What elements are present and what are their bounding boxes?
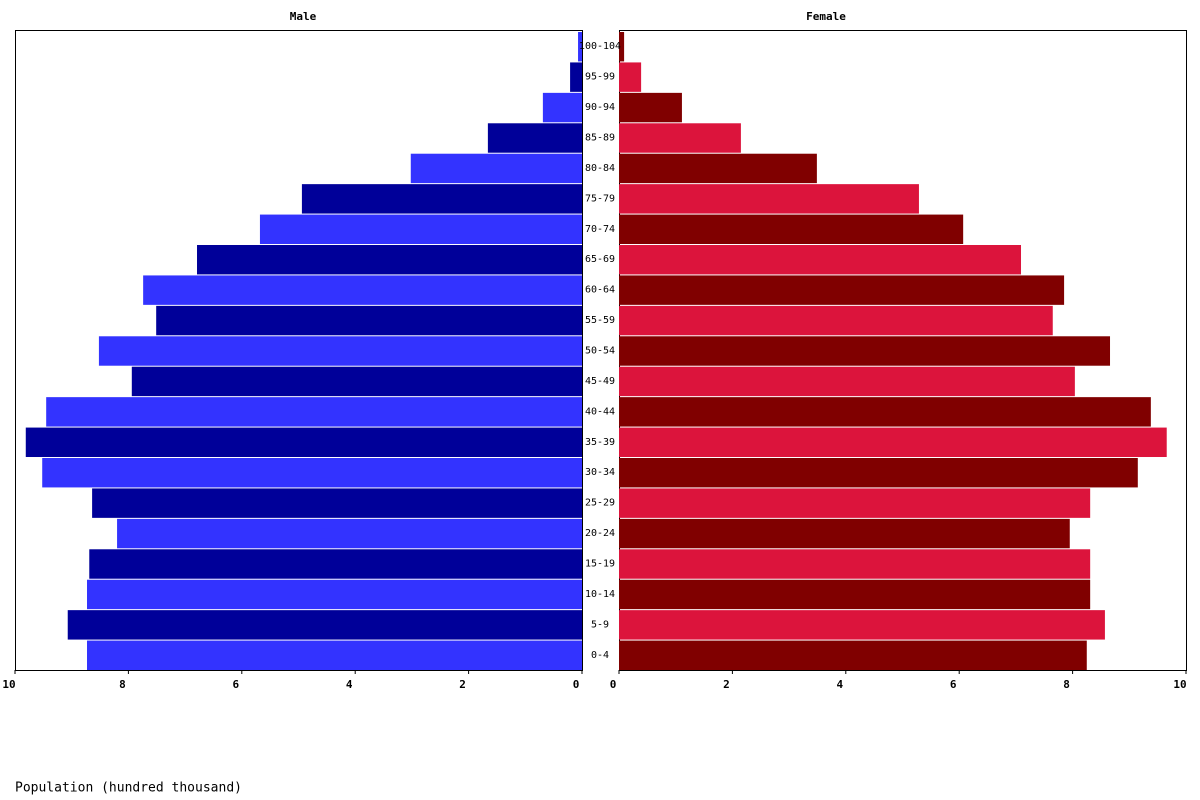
x-tick-label: 2 <box>723 678 730 691</box>
category-label: 65-69 <box>585 254 615 265</box>
bar <box>87 640 582 670</box>
bar <box>410 153 582 184</box>
bar <box>619 153 817 184</box>
category-label: 70-74 <box>585 224 615 235</box>
bar <box>619 610 1105 640</box>
bar <box>87 579 582 610</box>
x-axis-label: Population (hundred thousand) <box>15 781 242 796</box>
bar <box>619 427 1167 457</box>
bar <box>619 123 741 153</box>
bar <box>92 488 582 518</box>
bar <box>98 336 582 366</box>
bar <box>619 397 1151 427</box>
bar <box>156 305 583 336</box>
x-tick-label: 6 <box>950 678 957 691</box>
bar <box>619 184 919 214</box>
category-label: 10-14 <box>585 589 615 600</box>
x-tick-label: 4 <box>836 678 843 691</box>
bar <box>619 366 1075 397</box>
category-label: 60-64 <box>585 285 615 296</box>
bar <box>301 184 582 214</box>
x-tick-label: 8 <box>119 678 126 691</box>
x-tick-label: 10 <box>2 678 15 691</box>
bar <box>619 32 625 62</box>
category-label: 95-99 <box>585 72 615 83</box>
bar <box>619 214 964 244</box>
bar <box>619 92 682 123</box>
bar <box>619 275 1065 305</box>
category-label: 90-94 <box>585 102 615 113</box>
category-label: 15-19 <box>585 559 615 570</box>
bar <box>25 427 582 457</box>
bar <box>570 62 582 92</box>
category-label: 45-49 <box>585 376 615 387</box>
bar <box>619 458 1138 488</box>
bar <box>42 458 582 488</box>
bar <box>619 245 1022 275</box>
bar <box>619 518 1070 549</box>
category-label: 35-39 <box>585 437 615 448</box>
x-tick-label: 0 <box>573 678 580 691</box>
panel-title: Male <box>290 10 317 23</box>
bar <box>89 549 582 579</box>
bar <box>46 397 583 427</box>
x-tick-label: 0 <box>610 678 617 691</box>
bar <box>197 245 582 275</box>
bar <box>619 62 642 92</box>
x-tick-label: 2 <box>459 678 466 691</box>
x-tick-label: 8 <box>1063 678 1070 691</box>
bar <box>487 123 582 153</box>
category-label: 25-29 <box>585 498 615 509</box>
bar <box>131 366 582 397</box>
bar <box>619 336 1111 366</box>
panel-title: Female <box>806 10 846 23</box>
bar <box>619 549 1091 579</box>
category-label: 85-89 <box>585 133 615 144</box>
male-frame <box>15 30 583 671</box>
bar <box>619 579 1091 610</box>
category-label: 5-9 <box>591 619 609 630</box>
x-tick-label: 4 <box>346 678 353 691</box>
category-label: 30-34 <box>585 467 615 478</box>
category-label: 20-24 <box>585 528 615 539</box>
bar <box>259 214 582 244</box>
bar <box>117 518 582 549</box>
category-label: 100-104 <box>579 41 621 52</box>
bar <box>542 92 582 123</box>
bar <box>578 32 582 62</box>
bar <box>67 610 582 640</box>
x-tick-label: 10 <box>1173 678 1186 691</box>
category-label: 75-79 <box>585 193 615 204</box>
x-tick-label: 6 <box>232 678 239 691</box>
category-label: 0-4 <box>591 650 609 661</box>
bar <box>619 305 1053 336</box>
category-label: 55-59 <box>585 315 615 326</box>
category-label: 80-84 <box>585 163 615 174</box>
category-label: 40-44 <box>585 406 615 417</box>
bar <box>619 640 1087 670</box>
bar <box>143 275 582 305</box>
bar <box>619 488 1091 518</box>
category-label: 50-54 <box>585 346 615 357</box>
